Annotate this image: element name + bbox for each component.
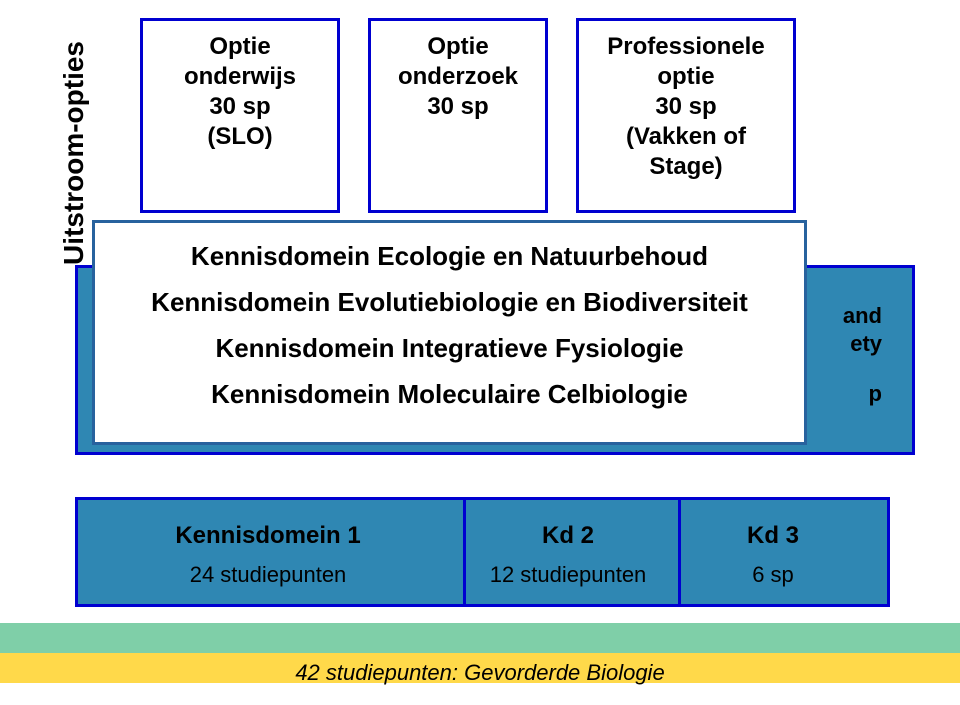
bar-divider xyxy=(678,500,681,604)
bar-cell-sub: 12 studiepunten xyxy=(490,562,647,588)
option-line: 30 sp xyxy=(579,93,793,121)
bar-cell-title: Kd 2 xyxy=(542,522,594,550)
option-box-2: Professioneleoptie30 sp(Vakken ofStage) xyxy=(576,18,796,213)
bar-cell-sub: 24 studiepunten xyxy=(190,562,347,588)
bar-divider xyxy=(463,500,466,604)
overlay-line: Kennisdomein Moleculaire Celbiologie xyxy=(95,379,804,410)
kennisdomein-bar: Kennisdomein 1 24 studiepunten Kd 2 12 stud… xyxy=(75,497,890,607)
option-line: 30 sp xyxy=(371,93,545,121)
ground-mint xyxy=(0,623,960,653)
vertical-label: Uitstroom-opties xyxy=(58,41,90,265)
overlay-line: Kennisdomein Integratieve Fysiologie xyxy=(95,333,804,364)
option-line: optie xyxy=(579,63,793,91)
option-line: Stage) xyxy=(579,153,793,181)
peek-frag-3: p xyxy=(869,381,882,407)
option-line: Optie xyxy=(371,33,545,61)
overlay-line: Kennisdomein Ecologie en Natuurbehoud xyxy=(95,241,804,272)
option-box-0: Optieonderwijs30 sp(SLO) xyxy=(140,18,340,213)
option-line: onderwijs xyxy=(143,63,337,91)
kennisdomein-overlay: Kennisdomein Ecologie en Natuurbehoud Ken… xyxy=(92,220,807,445)
option-line: (SLO) xyxy=(143,123,337,151)
bar-cell-title: Kd 3 xyxy=(747,522,799,550)
option-line: (Vakken of xyxy=(579,123,793,151)
bar-cell-sub: 6 sp xyxy=(752,562,794,588)
footer-caption: 42 studiepunten: Gevorderde Biologie xyxy=(0,660,960,686)
peek-frag-1: and xyxy=(843,303,882,329)
option-box-1: Optieonderzoek30 sp xyxy=(368,18,548,213)
bar-cell-title: Kennisdomein 1 xyxy=(175,522,360,550)
option-line: 30 sp xyxy=(143,93,337,121)
vertical-label-text: Uitstroom-opties xyxy=(58,41,89,265)
option-line: Professionele xyxy=(579,33,793,61)
option-line: onderzoek xyxy=(371,63,545,91)
option-line: Optie xyxy=(143,33,337,61)
overlay-line: Kennisdomein Evolutiebiologie en Biodive… xyxy=(95,287,804,318)
peek-frag-2: ety xyxy=(850,331,882,357)
footer-text: 42 studiepunten: Gevorderde Biologie xyxy=(295,660,664,685)
